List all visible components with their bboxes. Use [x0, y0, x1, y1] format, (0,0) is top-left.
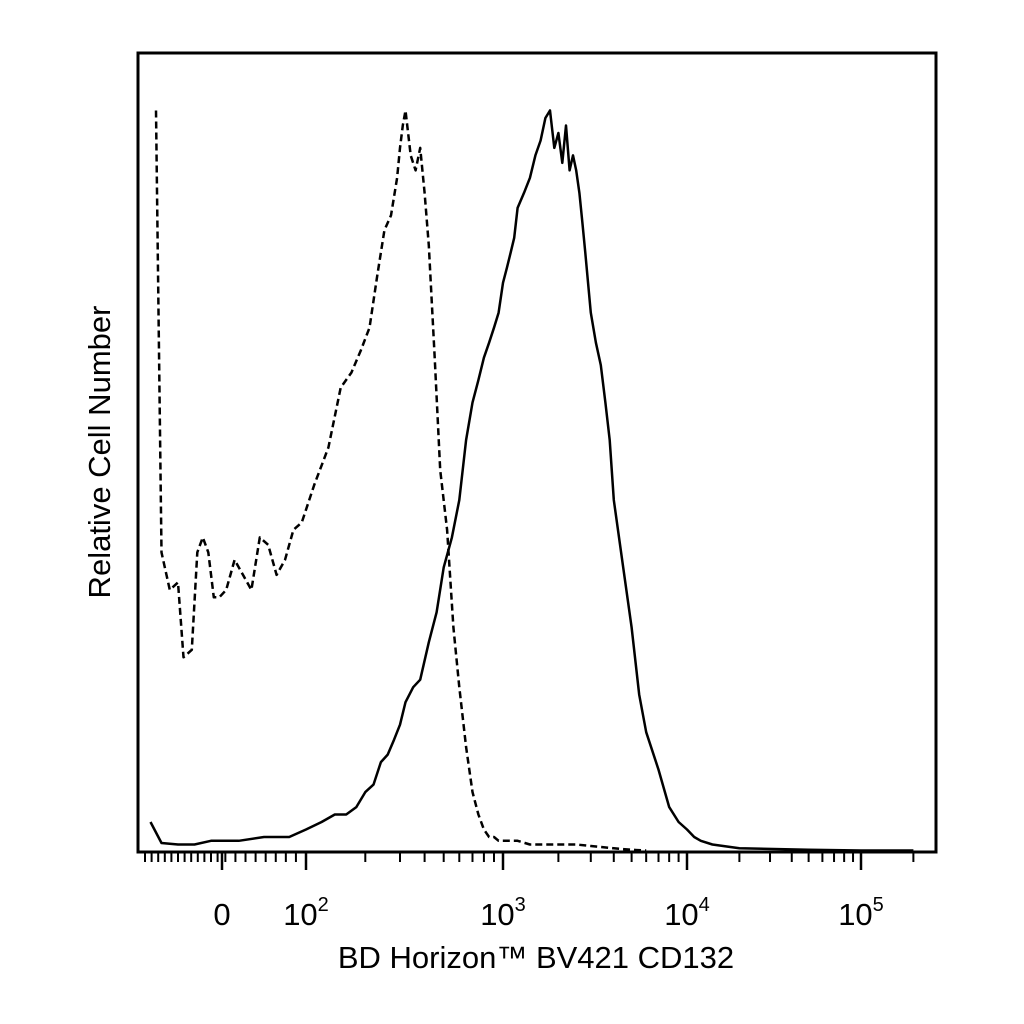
x-axis-tick-labels: 0 102 103 104 105 [213, 894, 883, 932]
series-layer [149, 109, 914, 852]
x-tick-label: 103 [480, 894, 526, 932]
plot-frame [136, 51, 938, 854]
x-axis-label: BD Horizon™ BV421 CD132 [338, 940, 734, 975]
x-tick-label: 102 [283, 894, 329, 932]
x-tick-label: 104 [664, 894, 710, 932]
x-tick-label: 0 [213, 897, 230, 932]
series-line-solid [149, 109, 914, 852]
y-axis-label: Relative Cell Number [82, 306, 117, 599]
series-line-dashed [154, 109, 647, 852]
x-tick-label: 105 [838, 894, 884, 932]
x-axis-minor-ticks [144, 852, 915, 862]
x-axis-major-ticks [220, 852, 863, 870]
